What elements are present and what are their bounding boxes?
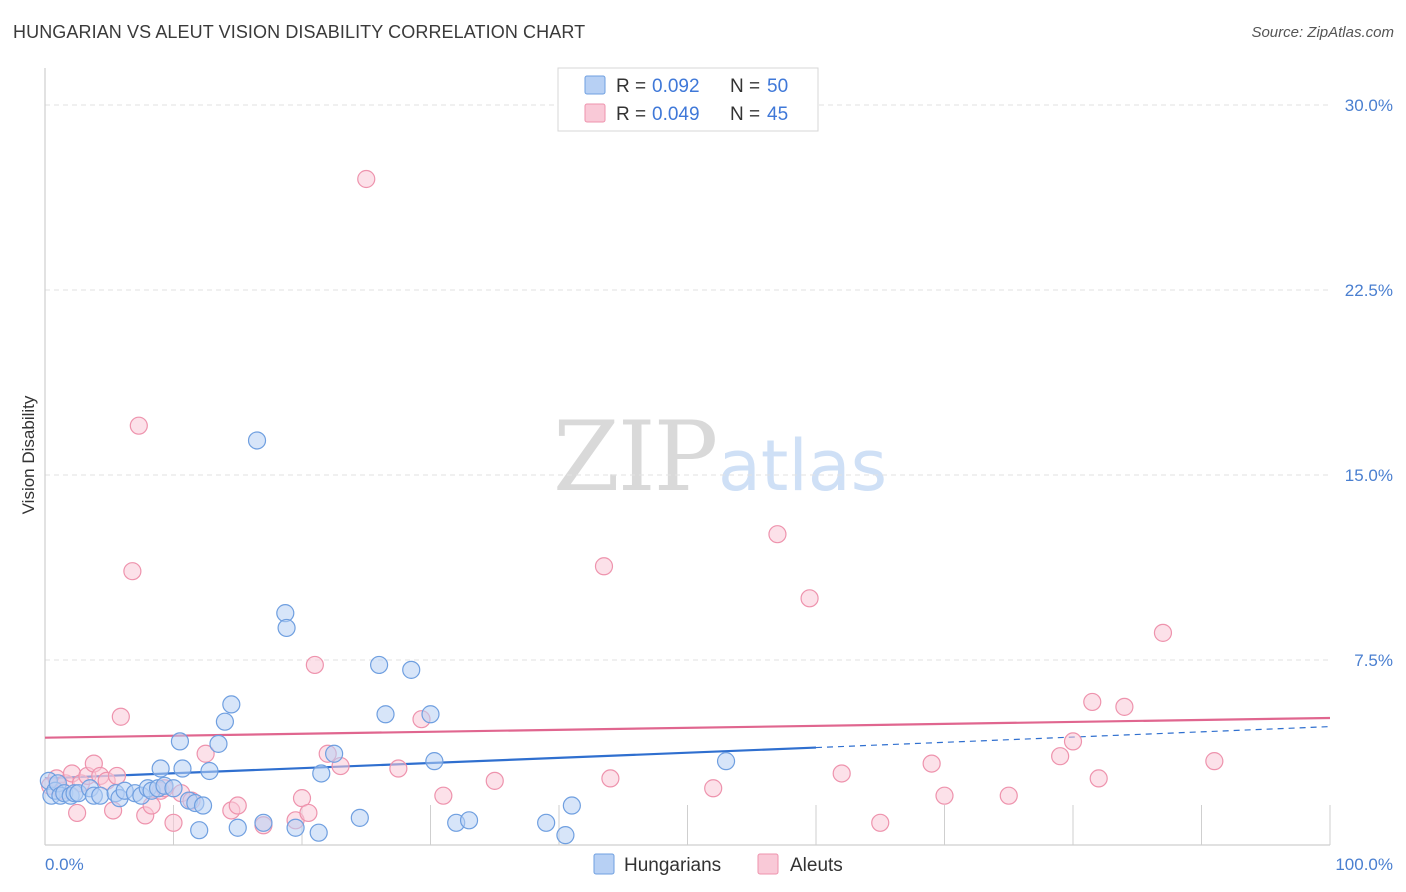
legend-n-value-1: 50 — [767, 76, 788, 97]
point-hungarians-11 — [91, 786, 110, 805]
point-hungarians-47 — [425, 752, 444, 771]
point-hungarians-33 — [228, 818, 247, 837]
legend-swatch-aleuts — [584, 103, 606, 123]
legend-n-label-1: N = — [730, 76, 760, 97]
point-hungarians-43 — [370, 655, 389, 675]
point-hungarians-37 — [277, 618, 296, 638]
legend-swatch-hungarians — [584, 75, 606, 95]
point-hungarians-34 — [247, 431, 267, 450]
legend-r-value-2: 0.049 — [652, 104, 700, 125]
trend-lines — [44, 716, 1331, 780]
point-hungarians-35 — [254, 813, 273, 832]
point-aleuts-37 — [485, 771, 504, 790]
point-hungarians-27 — [190, 821, 209, 840]
x-tick-label-1: 100.0% — [1335, 855, 1393, 874]
point-hungarians-29 — [200, 761, 219, 781]
chart-title: HUNGARIAN VS ALEUT VISION DISABILITY COR… — [13, 22, 586, 42]
point-hungarians-32 — [222, 695, 241, 714]
point-aleuts-36 — [434, 786, 453, 805]
point-hungarians-45 — [402, 660, 421, 679]
point-hungarians-38 — [286, 818, 305, 837]
point-hungarians-41 — [325, 744, 344, 763]
legend-n-label-2: N = — [730, 104, 760, 125]
point-hungarians-24 — [173, 759, 192, 778]
legend-r-value-1: 0.092 — [652, 76, 700, 97]
point-hungarians-40 — [312, 764, 331, 783]
legend-n-value-2: 45 — [767, 104, 788, 125]
point-hungarians-50 — [537, 813, 556, 832]
point-aleuts-23 — [196, 744, 215, 763]
point-aleuts-33 — [357, 169, 376, 189]
point-aleuts-34 — [389, 759, 408, 778]
y-tick-label-1: 15.0% — [1345, 466, 1393, 485]
bottom-legend-swatch-aleuts — [757, 853, 779, 875]
point-hungarians-53 — [716, 752, 736, 771]
point-aleuts-39 — [601, 769, 620, 788]
y-tick-label-0: 7.5% — [1354, 651, 1393, 670]
point-aleuts-42 — [800, 589, 819, 608]
bottom-legend-swatch-hungarians — [593, 853, 615, 875]
point-aleuts-43 — [832, 764, 851, 783]
source-label: Source: ZipAtlas.com — [1251, 24, 1394, 41]
legend-r-label-1: R = — [616, 76, 646, 97]
point-hungarians-31 — [215, 712, 234, 731]
point-aleuts-5 — [68, 803, 87, 823]
point-aleuts-49 — [1063, 732, 1083, 751]
point-hungarians-21 — [164, 779, 183, 798]
point-hungarians-51 — [556, 826, 575, 845]
point-hungarians-22 — [151, 759, 170, 778]
point-aleuts-41 — [768, 525, 787, 544]
point-hungarians-23 — [170, 732, 190, 751]
x-tick-label-0: 0.0% — [45, 855, 84, 874]
point-aleuts-50 — [1083, 692, 1102, 712]
legend-box: R = 0.092 N = 50 R = 0.049 N = 45 — [557, 67, 819, 132]
tick-labels: 7.5% 15.0% 22.5% 30.0% 0.0% 100.0% — [45, 96, 1393, 874]
point-aleuts-48 — [1051, 747, 1070, 766]
svg-text:atlas: atlas — [718, 425, 887, 507]
point-hungarians-52 — [562, 796, 581, 815]
point-aleuts-54 — [1205, 752, 1224, 771]
point-aleuts-53 — [1153, 623, 1173, 642]
y-tick-label-3: 30.0% — [1345, 96, 1393, 115]
point-hungarians-46 — [421, 705, 440, 724]
svg-text:ZIP: ZIP — [553, 401, 716, 513]
point-aleuts-29 — [299, 803, 318, 823]
point-aleuts-15 — [129, 416, 148, 435]
point-aleuts-44 — [871, 813, 890, 832]
point-hungarians-49 — [459, 811, 479, 830]
bottom-legend-hungarians: Hungarians — [624, 855, 721, 876]
point-aleuts-46 — [935, 786, 954, 805]
point-aleuts-13 — [111, 707, 130, 726]
point-aleuts-20 — [164, 813, 183, 832]
point-aleuts-51 — [1089, 769, 1108, 788]
y-tick-label-2: 22.5% — [1345, 281, 1393, 300]
point-aleuts-25 — [228, 796, 247, 815]
point-aleuts-52 — [1115, 697, 1134, 716]
point-hungarians-42 — [350, 808, 369, 827]
point-hungarians-28 — [193, 796, 213, 815]
point-aleuts-47 — [999, 786, 1018, 805]
point-hungarians-39 — [309, 823, 328, 842]
point-hungarians-44 — [376, 705, 395, 724]
trend-line-aleuts — [44, 716, 1331, 739]
axes — [44, 68, 1330, 846]
point-aleuts-14 — [123, 562, 142, 581]
legend-r-label-2: R = — [616, 104, 646, 125]
data-points — [39, 169, 1224, 845]
point-aleuts-40 — [704, 779, 723, 798]
point-aleuts-30 — [305, 655, 324, 675]
bottom-legend-aleuts: Aleuts — [790, 855, 843, 876]
y-axis-label: Vision Disability — [19, 395, 38, 514]
watermark: ZIP atlas — [553, 401, 887, 513]
point-hungarians-30 — [209, 734, 228, 753]
point-aleuts-45 — [922, 754, 941, 773]
point-aleuts-38 — [594, 557, 614, 576]
bottom-legend: Hungarians Aleuts — [593, 853, 843, 876]
